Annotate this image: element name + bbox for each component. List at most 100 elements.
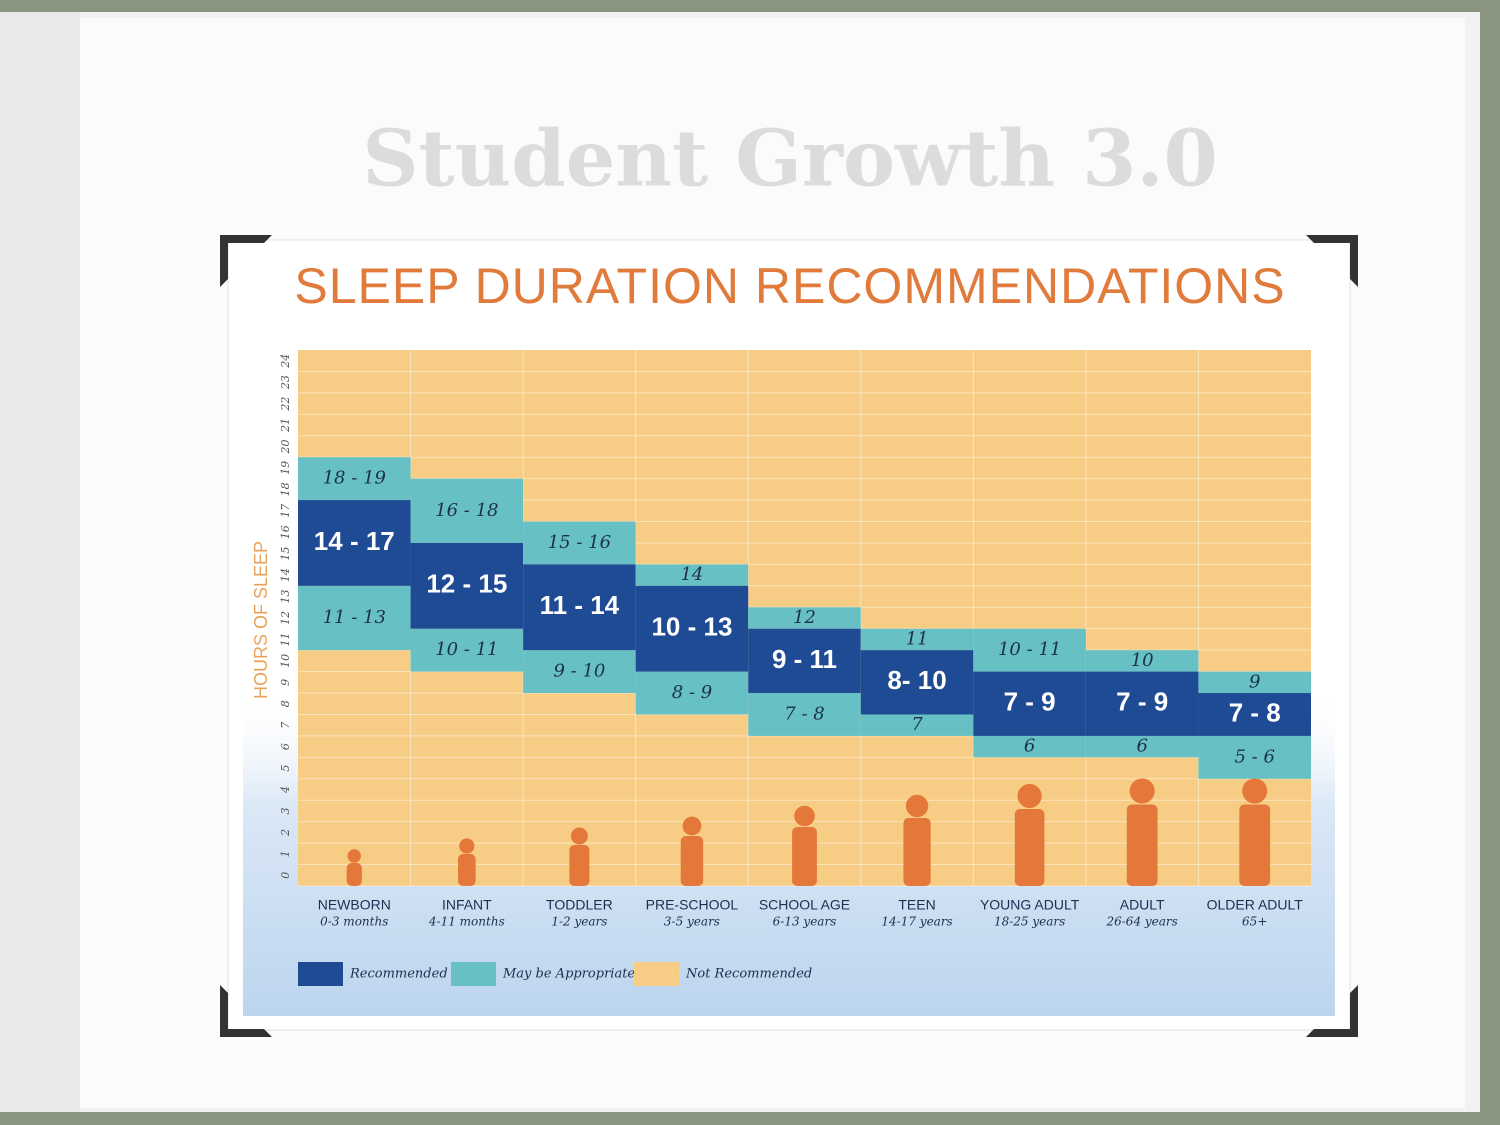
y-tick-label: 15	[279, 547, 292, 561]
y-tick-label: 6	[279, 743, 292, 750]
y-tick-label: 9	[279, 679, 292, 686]
recommended-value-label: 14 - 17	[314, 526, 395, 556]
y-tick-label: 1	[279, 850, 292, 857]
left-page	[0, 12, 80, 1112]
appropriate-upper-band	[523, 521, 636, 565]
recommended-band	[1085, 671, 1199, 736]
x-tick-sublabel: 6-13 years	[773, 915, 837, 929]
appropriate-value-label: 18 - 19	[323, 468, 386, 489]
silhouette-head	[905, 794, 929, 818]
silhouette-head	[682, 816, 702, 836]
appropriate-value-label: 14	[680, 564, 703, 585]
appropriate-upper-band	[860, 628, 974, 651]
x-tick-label: NEWBORN	[318, 897, 391, 913]
recommended-value-label: 11 - 14	[540, 590, 620, 620]
y-tick-label: 10	[279, 654, 292, 668]
recommended-value-label: 10 - 13	[651, 612, 732, 642]
legend-swatch	[634, 962, 679, 986]
appropriate-value-label: 10	[1131, 650, 1154, 671]
y-tick-label: 5	[279, 765, 292, 772]
appropriate-upper-band	[973, 628, 1086, 672]
legend-swatch	[451, 962, 496, 986]
appropriate-value-label: 10 - 11	[998, 639, 1061, 660]
corner	[220, 985, 272, 1037]
appropriate-value-label: 11	[906, 628, 929, 649]
x-tick-sublabel: 26-64 years	[1105, 915, 1177, 929]
appropriate-value-label: 7	[911, 714, 923, 735]
silhouette-head	[1017, 783, 1042, 809]
chart-title: SLEEP DURATION RECOMMENDATIONS	[294, 258, 1285, 314]
x-tick-label: PRE-SCHOOL	[646, 897, 739, 913]
appropriate-value-label: 6	[1024, 736, 1035, 757]
appropriate-value-label: 5 - 6	[1235, 746, 1275, 767]
recommended-value-label: 7 - 8	[1229, 697, 1281, 727]
silhouette-head	[570, 827, 588, 845]
appropriate-value-label: 6	[1136, 736, 1147, 757]
y-tick-label: 17	[279, 504, 292, 518]
appropriate-lower-band	[523, 650, 636, 694]
appropriate-value-label: 9 - 10	[553, 661, 605, 682]
corner	[220, 235, 272, 287]
appropriate-upper-band	[298, 457, 411, 501]
x-tick-label: INFANT	[442, 897, 492, 913]
x-tick-label: SCHOOL AGE	[759, 897, 850, 913]
appropriate-value-label: 11 - 13	[323, 607, 386, 628]
y-tick-label: 7	[279, 722, 292, 729]
appropriate-lower-band	[410, 628, 524, 672]
appropriate-lower-band	[635, 671, 749, 715]
corner-brackets	[220, 235, 1358, 1037]
legend-label: Not Recommended	[685, 967, 812, 982]
silhouette-head	[459, 838, 475, 854]
corner	[1306, 235, 1358, 287]
recommended-value-label: 8- 10	[887, 665, 946, 695]
legend-swatch	[298, 962, 343, 986]
x-tick-sublabel: 3-5 years	[664, 915, 720, 929]
appropriate-lower-band	[748, 693, 861, 736]
corner	[1306, 985, 1358, 1037]
silhouette-body	[346, 863, 362, 886]
recommended-value-label: 12 - 15	[426, 569, 507, 599]
y-tick-label: 11	[279, 632, 292, 646]
x-tick-sublabel: 0-3 months	[320, 915, 388, 929]
recommended-band	[748, 628, 861, 694]
recommended-band	[973, 671, 1086, 736]
x-tick-sublabel: 1-2 years	[551, 915, 607, 929]
recommended-band	[635, 585, 749, 672]
x-tick-label: TODDLER	[546, 897, 613, 913]
x-tick-label: YOUNG ADULT	[980, 897, 1080, 913]
y-tick-label: 0	[279, 872, 292, 879]
appropriate-value-label: 16 - 18	[435, 500, 498, 521]
appropriate-upper-band	[410, 478, 524, 543]
silhouette-head	[794, 805, 815, 827]
appropriate-lower-band	[860, 714, 974, 736]
silhouette-head	[1242, 778, 1268, 804]
x-tick-label: TEEN	[898, 897, 935, 913]
x-tick-sublabel: 14-17 years	[881, 915, 952, 929]
appropriate-lower-band	[298, 585, 411, 651]
appropriate-value-label: 15 - 16	[548, 532, 611, 553]
appropriate-value-label: 8 - 9	[672, 682, 712, 703]
y-tick-label: 13	[279, 590, 292, 604]
appropriate-upper-band	[748, 607, 861, 629]
plot: 0123456789101112131415161718192021222324…	[279, 350, 1311, 986]
appropriate-upper-band	[1085, 650, 1199, 672]
recommended-value-label: 9 - 11	[772, 644, 837, 674]
y-tick-label: 8	[279, 700, 292, 707]
silhouette-body	[569, 845, 590, 886]
silhouette-body	[680, 836, 704, 886]
x-tick-sublabel: 4-11 months	[428, 915, 505, 929]
silhouette-head	[347, 849, 361, 863]
y-tick-label: 20	[279, 439, 292, 454]
silhouette-body	[458, 854, 476, 886]
appropriate-lower-band	[1085, 735, 1199, 758]
y-tick-label: 16	[279, 525, 292, 539]
appropriate-value-label: 9	[1249, 671, 1260, 692]
y-tick-label: 24	[279, 354, 292, 369]
y-tick-label: 22	[279, 397, 292, 412]
recommended-band	[1198, 693, 1311, 736]
y-tick-label: 21	[279, 418, 292, 433]
appropriate-upper-band	[1198, 671, 1311, 694]
appropriate-value-label: 10 - 11	[435, 639, 498, 660]
legend-label: Recommended	[349, 967, 448, 982]
